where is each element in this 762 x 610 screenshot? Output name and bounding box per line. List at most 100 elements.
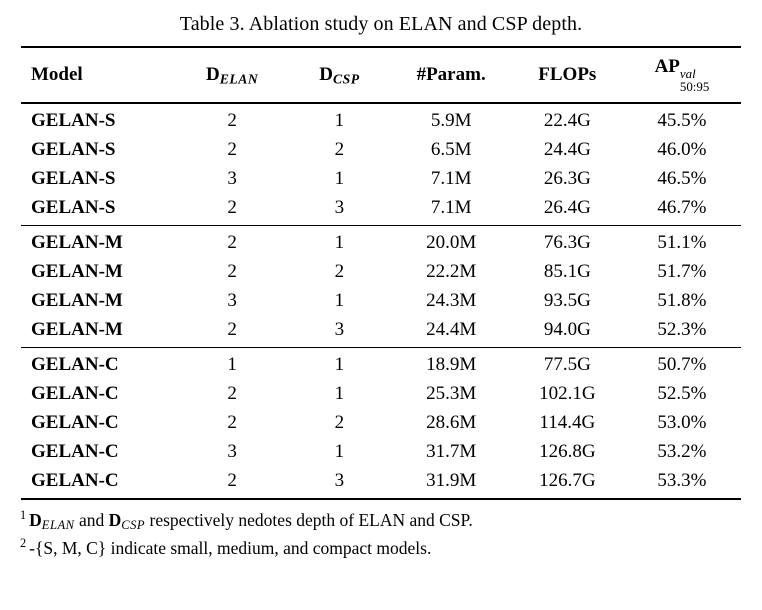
params-cell: 24.3M bbox=[426, 289, 477, 311]
table-row: GELAN-M 2 1 20.0M 76.3G 51.1% bbox=[21, 225, 741, 257]
flops-cell: 126.8G bbox=[539, 440, 596, 462]
params-cell: 7.1M bbox=[430, 167, 472, 189]
table-row: GELAN-S 3 1 7.1M 26.3G 46.5% bbox=[21, 164, 741, 193]
model-cell: GELAN-M bbox=[31, 289, 123, 311]
header-model: Model bbox=[31, 63, 83, 85]
footnote-1-text: respectively nedotes depth of ELAN and C… bbox=[145, 509, 473, 530]
d-csp-cell: 2 bbox=[334, 138, 345, 160]
table-row: GELAN-C 2 2 28.6M 114.4G 53.0% bbox=[21, 408, 741, 437]
ap-cell: 53.3% bbox=[657, 469, 707, 491]
d-csp-symbol: DCSP bbox=[108, 509, 146, 532]
model-cell: GELAN-C bbox=[31, 353, 119, 375]
table-row: GELAN-M 2 2 22.2M 85.1G 51.7% bbox=[21, 257, 741, 286]
model-cell: GELAN-C bbox=[31, 469, 119, 491]
params-cell: 28.6M bbox=[426, 411, 477, 433]
d-csp-cell: 1 bbox=[334, 382, 345, 404]
model-cell: GELAN-M bbox=[31, 318, 123, 340]
ap-cell: 51.7% bbox=[657, 260, 707, 282]
d-csp-cell: 1 bbox=[334, 353, 345, 375]
d-elan-cell: 3 bbox=[227, 167, 237, 189]
d-csp-cell: 1 bbox=[334, 289, 345, 311]
table-row: GELAN-M 2 3 24.4M 94.0G 52.3% bbox=[21, 315, 741, 347]
model-cell: GELAN-S bbox=[31, 109, 116, 131]
flops-cell: 24.4G bbox=[543, 138, 591, 160]
table-row: GELAN-C 3 1 31.7M 126.8G 53.2% bbox=[21, 437, 741, 466]
footnote-1: 1 DELAN and DCSP respectively nedotes dep… bbox=[20, 507, 473, 532]
ablation-table: Model DELAN DCSP #Param. FLOPs AP val 50:9… bbox=[21, 46, 741, 500]
ap-cell: 51.1% bbox=[657, 231, 707, 253]
d-csp-cell: 2 bbox=[334, 411, 345, 433]
footnote-2: 2 -{S, M, C} indicate small, medium, and … bbox=[20, 534, 742, 562]
model-cell: GELAN-C bbox=[31, 382, 119, 404]
params-cell: 24.4M bbox=[426, 318, 477, 340]
flops-cell: 102.1G bbox=[539, 382, 596, 404]
table-row: GELAN-C 1 1 18.9M 77.5G 50.7% bbox=[21, 347, 741, 379]
d-elan-cell: 2 bbox=[227, 382, 237, 404]
d-csp-symbol: DCSP bbox=[319, 63, 360, 87]
d-elan-cell: 2 bbox=[227, 138, 237, 160]
footnotes: 1 DELAN and DCSP respectively nedotes dep… bbox=[20, 506, 742, 562]
params-cell: 6.5M bbox=[430, 138, 472, 160]
flops-cell: 77.5G bbox=[543, 353, 591, 375]
ap-cell: 50.7% bbox=[657, 353, 707, 375]
model-cell: GELAN-C bbox=[31, 411, 119, 433]
d-csp-cell: 1 bbox=[334, 440, 345, 462]
ap-cell: 52.3% bbox=[657, 318, 707, 340]
d-csp-cell: 3 bbox=[334, 196, 345, 218]
header-d-csp: DCSP bbox=[288, 47, 390, 103]
d-elan-cell: 2 bbox=[227, 260, 237, 282]
model-cell: GELAN-S bbox=[31, 196, 116, 218]
params-cell: 5.9M bbox=[430, 109, 472, 131]
flops-cell: 26.3G bbox=[543, 167, 591, 189]
group-gelan-m: GELAN-M 2 1 20.0M 76.3G 51.1% GELAN-M 2 … bbox=[21, 225, 741, 347]
model-cell: GELAN-M bbox=[31, 231, 123, 253]
header-flops: FLOPs bbox=[538, 63, 597, 85]
flops-cell: 126.7G bbox=[539, 469, 596, 491]
ap-cell: 45.5% bbox=[657, 109, 707, 131]
d-csp-cell: 3 bbox=[334, 318, 345, 340]
d-elan-symbol: DELAN bbox=[29, 509, 75, 532]
ap-symbol: AP val 50:95 bbox=[654, 56, 710, 95]
d-elan-cell: 3 bbox=[227, 440, 237, 462]
header-ap: AP val 50:95 bbox=[623, 47, 741, 103]
d-csp-cell: 2 bbox=[334, 260, 345, 282]
ap-cell: 46.5% bbox=[657, 167, 707, 189]
d-elan-cell: 2 bbox=[227, 411, 237, 433]
flops-cell: 22.4G bbox=[543, 109, 591, 131]
d-elan-symbol: DELAN bbox=[206, 63, 259, 87]
header-d-elan: DELAN bbox=[176, 47, 288, 103]
d-elan-cell: 1 bbox=[227, 353, 237, 375]
params-cell: 18.9M bbox=[426, 353, 477, 375]
flops-cell: 93.5G bbox=[543, 289, 591, 311]
d-csp-cell: 1 bbox=[334, 167, 345, 189]
table-header: Model DELAN DCSP #Param. FLOPs AP val 50:9… bbox=[21, 47, 741, 103]
params-cell: 22.2M bbox=[426, 260, 477, 282]
flops-cell: 76.3G bbox=[543, 231, 591, 253]
params-cell: 7.1M bbox=[430, 196, 472, 218]
footnote-2-marker: 2 bbox=[20, 535, 27, 550]
model-cell: GELAN-M bbox=[31, 260, 123, 282]
model-cell: GELAN-S bbox=[31, 138, 116, 160]
table-row: GELAN-S 2 3 7.1M 26.4G 46.7% bbox=[21, 193, 741, 225]
d-csp-cell: 1 bbox=[334, 109, 345, 131]
footnote-1-marker: 1 bbox=[20, 507, 27, 522]
params-cell: 31.7M bbox=[426, 440, 477, 462]
d-elan-cell: 2 bbox=[227, 469, 237, 491]
params-cell: 25.3M bbox=[426, 382, 477, 404]
d-elan-cell: 3 bbox=[227, 289, 237, 311]
model-cell: GELAN-S bbox=[31, 167, 116, 189]
d-csp-cell: 1 bbox=[334, 231, 345, 253]
group-gelan-s: GELAN-S 2 1 5.9M 22.4G 45.5% GELAN-S 2 2… bbox=[21, 103, 741, 226]
ap-cell: 46.0% bbox=[657, 138, 707, 160]
table-row: GELAN-S 2 1 5.9M 22.4G 45.5% bbox=[21, 103, 741, 136]
flops-cell: 26.4G bbox=[543, 196, 591, 218]
ap-cell: 53.2% bbox=[657, 440, 707, 462]
d-elan-cell: 2 bbox=[227, 318, 237, 340]
d-elan-cell: 2 bbox=[227, 231, 237, 253]
d-elan-cell: 2 bbox=[227, 109, 237, 131]
header-row: Model DELAN DCSP #Param. FLOPs AP val 50:9… bbox=[21, 47, 741, 103]
model-cell: GELAN-C bbox=[31, 440, 119, 462]
flops-cell: 85.1G bbox=[543, 260, 591, 282]
table-caption: Table 3. Ablation study on ELAN and CSP … bbox=[179, 13, 583, 35]
